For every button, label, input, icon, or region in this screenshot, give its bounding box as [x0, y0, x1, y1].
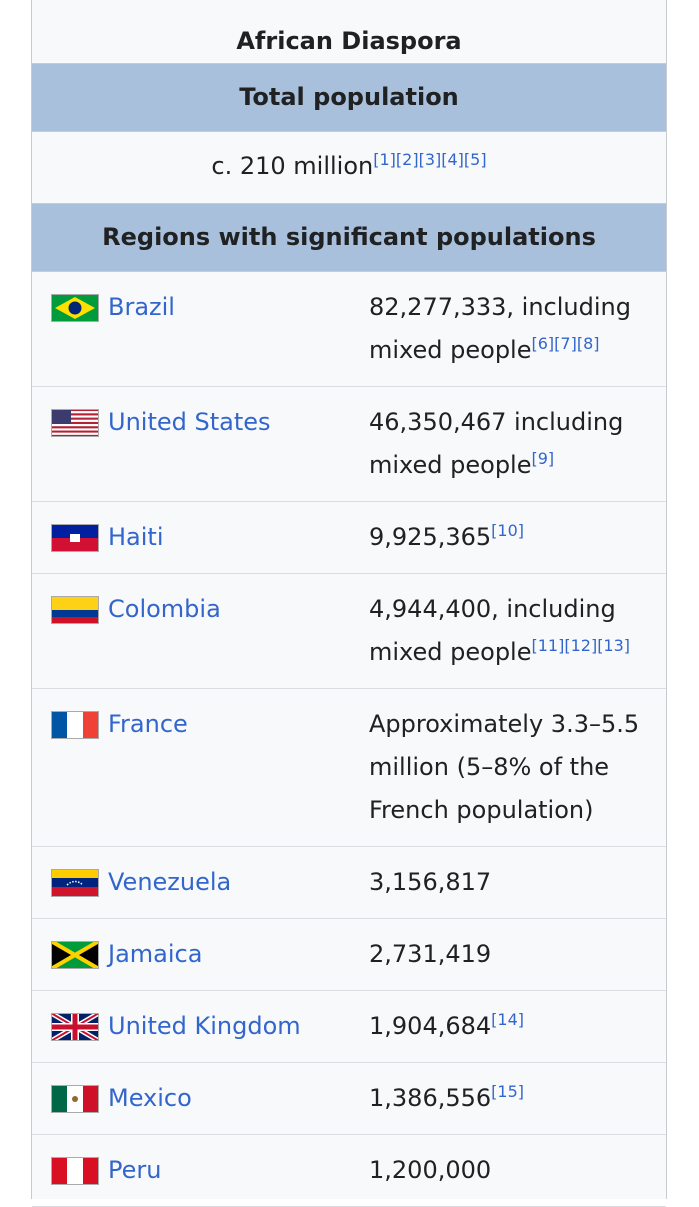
- references: [1][2][3][4][5]: [373, 150, 486, 169]
- reference[interactable]: [9]: [531, 449, 555, 468]
- reference[interactable]: [6]: [531, 334, 555, 353]
- region-row: Colombia 4,944,400, including mixed peopl…: [32, 574, 666, 689]
- flag-icon: [51, 409, 99, 437]
- population-cell: 46,350,467 including mixed people[9]: [369, 401, 659, 487]
- reference[interactable]: [7]: [554, 334, 577, 353]
- country-link[interactable]: France: [108, 710, 188, 738]
- population-value: 9,925,365: [369, 523, 492, 551]
- flag-icon: [51, 1157, 99, 1185]
- infobox: African Diaspora Total population c. 210…: [31, 0, 667, 1207]
- country-link[interactable]: Mexico: [108, 1084, 192, 1112]
- population-value: 1,200,000: [369, 1156, 492, 1184]
- flag-icon: [51, 596, 99, 624]
- population-value: 1,386,556: [369, 1084, 492, 1112]
- population-cell: 9,925,365[10]: [369, 516, 659, 559]
- region-row: Mexico 1,386,556[15]: [32, 1063, 666, 1135]
- region-name-cell: Colombia: [32, 588, 369, 674]
- region-name-cell: Brazil: [32, 286, 369, 372]
- country-link[interactable]: Venezuela: [108, 868, 232, 896]
- references: [10]: [491, 521, 524, 540]
- population-cell: 1,904,684[14]: [369, 1005, 659, 1048]
- population-cell: 1,200,000: [369, 1149, 659, 1192]
- reference[interactable]: [11]: [531, 636, 565, 655]
- flag-icon: [51, 1085, 99, 1113]
- country-link[interactable]: United States: [108, 408, 271, 436]
- region-name-cell: Jamaica: [32, 933, 369, 976]
- population-value: 3,156,817: [369, 868, 492, 896]
- population-cell: 4,944,400, including mixed people[11][12…: [369, 588, 659, 674]
- flag-icon: [51, 524, 99, 552]
- region-row: Haiti 9,925,365[10]: [32, 502, 666, 574]
- region-row: France Approximately 3.3–5.5 million (5–8…: [32, 689, 666, 847]
- reference[interactable]: [12]: [564, 636, 598, 655]
- population-cell: 2,731,419: [369, 933, 659, 976]
- population-value: 82,277,333, including mixed people: [369, 293, 631, 364]
- population-cell: Approximately 3.3–5.5 million (5–8% of t…: [369, 703, 659, 832]
- flag-icon: [51, 941, 99, 969]
- reference: [5]: [463, 150, 487, 169]
- reference[interactable]: [14]: [491, 1010, 524, 1029]
- region-name-cell: Peru: [32, 1149, 369, 1192]
- population-value: Approximately 3.3–5.5 million (5–8% of t…: [369, 710, 640, 824]
- country-link[interactable]: Brazil: [108, 293, 175, 321]
- population-value: 46,350,467 including mixed people: [369, 408, 624, 479]
- flag-icon: [51, 1013, 99, 1041]
- population-cell: 1,386,556[15]: [369, 1077, 659, 1120]
- references: [15]: [491, 1082, 524, 1101]
- section-header: Regions with significant populations: [32, 203, 666, 272]
- country-link[interactable]: Haiti: [108, 523, 164, 551]
- population-value: 4,944,400, including mixed people: [369, 595, 616, 666]
- reference[interactable]: [10]: [491, 521, 524, 540]
- flag-icon: [51, 711, 99, 739]
- references: [6][7][8]: [532, 334, 600, 353]
- country-link[interactable]: Colombia: [108, 595, 221, 623]
- reference[interactable]: [8]: [576, 334, 600, 353]
- section-header: Total population: [32, 63, 666, 132]
- region-row: Venezuela 3,156,817: [32, 847, 666, 919]
- population-cell: 3,156,817: [369, 861, 659, 904]
- reference: [1]: [373, 150, 396, 169]
- country-link[interactable]: Peru: [108, 1156, 162, 1184]
- flag-icon: [51, 294, 99, 322]
- region-name-cell: United States: [32, 401, 369, 487]
- region-row: Brazil 82,277,333, including mixed people…: [32, 272, 666, 387]
- region-row: United States 46,350,467 including mixed …: [32, 387, 666, 502]
- region-name-cell: Haiti: [32, 516, 369, 559]
- country-link[interactable]: United Kingdom: [108, 1012, 301, 1040]
- flag-icon: [51, 869, 99, 897]
- country-link[interactable]: Jamaica: [108, 940, 203, 968]
- region-name-cell: United Kingdom: [32, 1005, 369, 1048]
- total-value: c. 210 million: [211, 152, 374, 180]
- region-row: Peru 1,200,000: [32, 1135, 666, 1207]
- population-value: 1,904,684: [369, 1012, 492, 1040]
- population-cell: 82,277,333, including mixed people[6][7]…: [369, 286, 659, 372]
- region-row: Jamaica 2,731,419: [32, 919, 666, 991]
- population-value: 2,731,419: [369, 940, 492, 968]
- references: [14]: [491, 1010, 524, 1029]
- region-name-cell: Mexico: [32, 1077, 369, 1120]
- references: [9]: [532, 449, 555, 468]
- region-row: United Kingdom 1,904,684[14]: [32, 991, 666, 1063]
- reference[interactable]: [15]: [491, 1082, 524, 1101]
- infobox-title: African Diaspora: [236, 27, 462, 55]
- region-name-cell: Venezuela: [32, 861, 369, 904]
- reference: [4]: [441, 150, 464, 169]
- reference[interactable]: [13]: [597, 636, 631, 655]
- region-name-cell: France: [32, 703, 369, 832]
- reference: [2]: [395, 150, 419, 169]
- regions-list: Brazil 82,277,333, including mixed people…: [32, 272, 666, 1207]
- reference: [3]: [418, 150, 442, 169]
- total-population: c. 210 million[1][2][3][4][5]: [32, 132, 666, 203]
- references: [11][12][13]: [532, 636, 631, 655]
